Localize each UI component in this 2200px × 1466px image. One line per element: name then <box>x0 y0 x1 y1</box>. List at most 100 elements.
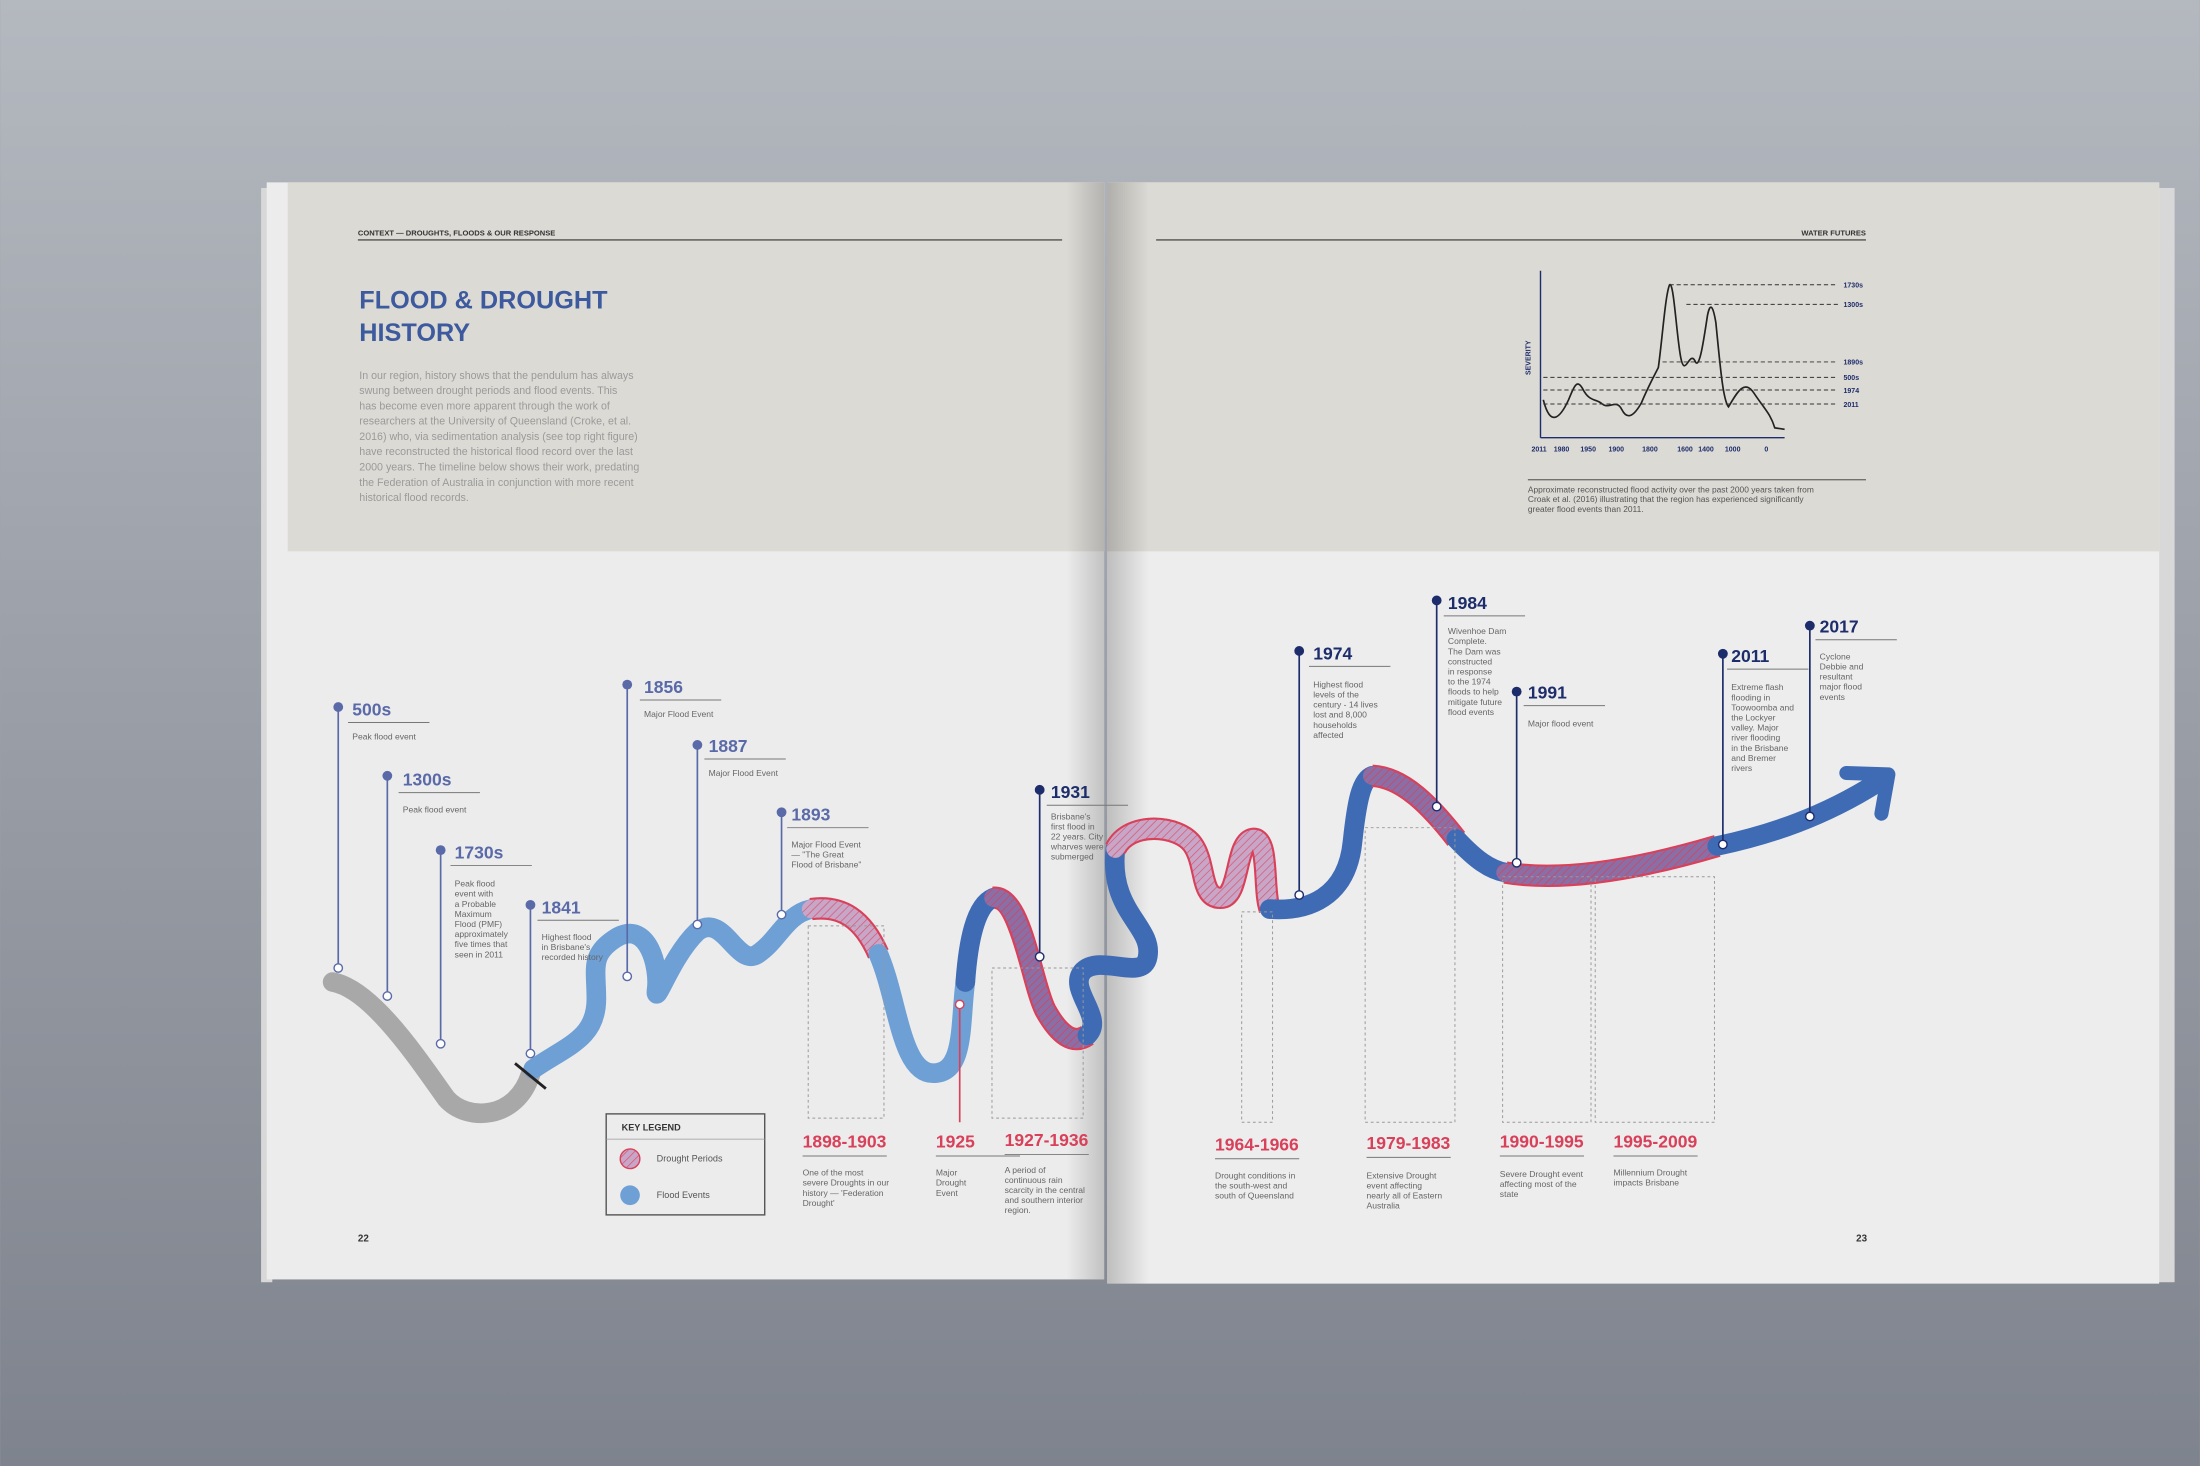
event-pin-foot <box>435 1038 446 1049</box>
page-title: HISTORY <box>359 319 470 347</box>
event-description: Brisbane's <box>1051 811 1091 821</box>
event-pin-foot <box>1717 839 1728 850</box>
drought-span <box>1364 827 1456 1123</box>
event-description: 22 years. City <box>1051 831 1104 841</box>
figure-peak-label: 1730s <box>1844 283 1864 290</box>
drought-description: and southern interior <box>1005 1195 1084 1205</box>
drought-description: Drought' <box>803 1198 835 1208</box>
river-segment <box>322 972 541 1124</box>
event-year: 2011 <box>1731 646 1769 666</box>
event-pin-foot <box>622 971 633 982</box>
drought-period: 1995-2009 <box>1613 1132 1697 1152</box>
drought-span <box>1502 876 1592 1123</box>
event-description: resultant <box>1820 672 1853 682</box>
page-header: WATER FUTURES <box>1801 229 1866 238</box>
event-description: Major Flood Event <box>644 709 714 719</box>
drought-description: Severe Drought event <box>1500 1169 1584 1179</box>
legend-swatch <box>619 1148 641 1170</box>
drought-description: Millennium Drought <box>1613 1168 1687 1178</box>
event-pin-foot <box>1294 890 1305 900</box>
river-segment <box>1069 838 1158 1046</box>
page-title: FLOOD & DROUGHT <box>359 287 608 315</box>
body-text: the Federation of Australia in conjuncti… <box>359 477 633 489</box>
figure-caption: Approximate reconstructed flood activity… <box>1528 484 1814 494</box>
drought-period: 1964-1966 <box>1215 1134 1299 1154</box>
event-description: Extreme flash <box>1731 682 1783 692</box>
event-description: Toowoomba and <box>1731 702 1794 712</box>
drought-description: Major <box>936 1168 958 1178</box>
event-description: levels of the <box>1313 690 1359 700</box>
drought-pin-head <box>954 999 965 1010</box>
drought-description: state <box>1500 1189 1519 1199</box>
event-description: century - 14 lives <box>1313 700 1378 710</box>
event-year: 1893 <box>791 805 830 825</box>
drought-description: Drought <box>936 1178 967 1188</box>
figure-tick-label: 1600 <box>1677 447 1693 454</box>
event-description: Peak flood <box>455 879 496 889</box>
event-year: 1300s <box>403 770 452 790</box>
drought-description: continuous rain <box>1005 1175 1063 1185</box>
body-text: 2000 years. The timeline below shows the… <box>359 462 639 474</box>
drought-description: Drought conditions in <box>1215 1170 1296 1180</box>
event-description: in the Brisbane <box>1731 743 1788 753</box>
figure-axis-label: SEVERITY <box>1526 340 1533 375</box>
timeline-break <box>514 1062 547 1090</box>
event-description: Wivenhoe Dam <box>1448 626 1506 636</box>
event-pin-head <box>1717 648 1728 659</box>
event-description: river flooding <box>1731 733 1780 743</box>
event-description: rivers <box>1731 763 1752 773</box>
event-year: 2017 <box>1820 617 1859 637</box>
event-description: first flood in <box>1051 821 1095 831</box>
legend-item: Drought Periods <box>657 1154 723 1164</box>
event-pin-foot <box>525 1048 536 1059</box>
drought-description: the south-west and <box>1215 1181 1287 1191</box>
event-description: floods to help <box>1448 687 1499 697</box>
event-description: Peak flood event <box>403 804 467 814</box>
event-description: submerged <box>1051 852 1094 862</box>
event-description: Flood of Brisbane" <box>791 860 861 870</box>
event-description: Highest flood <box>542 932 592 942</box>
event-pin-head <box>622 679 633 690</box>
event-pin-foot <box>1034 951 1045 962</box>
river-segment <box>1496 836 1727 885</box>
figure-tick-label: 1950 <box>1580 447 1596 454</box>
event-description: Complete. <box>1448 636 1487 646</box>
event-pin-head <box>435 845 446 856</box>
figure-tick-label: 0 <box>1764 447 1768 454</box>
event-description: valley. Major <box>1731 723 1778 733</box>
event-pin-foot <box>1804 811 1815 822</box>
legend-box <box>605 1113 766 1216</box>
drought-period: 1898-1903 <box>803 1132 887 1152</box>
event-pin-head <box>525 899 536 910</box>
event-pin-head <box>1511 686 1522 697</box>
drought-description: impacts Brisbane <box>1613 1178 1679 1188</box>
drought-description: A period of <box>1005 1165 1046 1175</box>
body-text: historical flood records. <box>359 492 469 504</box>
event-year: 1974 <box>1313 643 1352 663</box>
event-year: 500s <box>352 699 391 719</box>
event-pin-head <box>1294 646 1305 656</box>
figure-tick-label: 1800 <box>1642 447 1658 454</box>
event-description: lost and 8,000 <box>1313 710 1367 720</box>
event-description: Highest flood <box>1313 679 1363 689</box>
drought-span <box>807 925 885 1119</box>
event-description: recorded history <box>542 952 604 962</box>
right-page-top <box>1107 182 2160 552</box>
drought-span <box>1594 876 1715 1123</box>
event-description: approximately <box>455 929 509 939</box>
event-pin-head <box>382 770 393 781</box>
drought-period: 1927-1936 <box>1005 1130 1089 1150</box>
figure-tick-label: 2011 <box>1532 447 1547 454</box>
event-description: major flood <box>1820 682 1863 692</box>
river-segment <box>1259 765 1382 920</box>
drought-description: Australia <box>1367 1201 1400 1211</box>
drought-period: 1990-1995 <box>1500 1132 1584 1152</box>
event-description: Debbie and <box>1820 661 1864 671</box>
event-pin-foot <box>692 919 703 930</box>
event-description: to the 1974 <box>1448 677 1491 687</box>
legend-title: KEY LEGEND <box>622 1123 681 1133</box>
body-text: In our region, history shows that the pe… <box>359 370 633 382</box>
event-description: in response <box>1448 667 1492 677</box>
river-segment <box>984 888 1097 1049</box>
event-description: Major Flood Event <box>709 768 779 778</box>
